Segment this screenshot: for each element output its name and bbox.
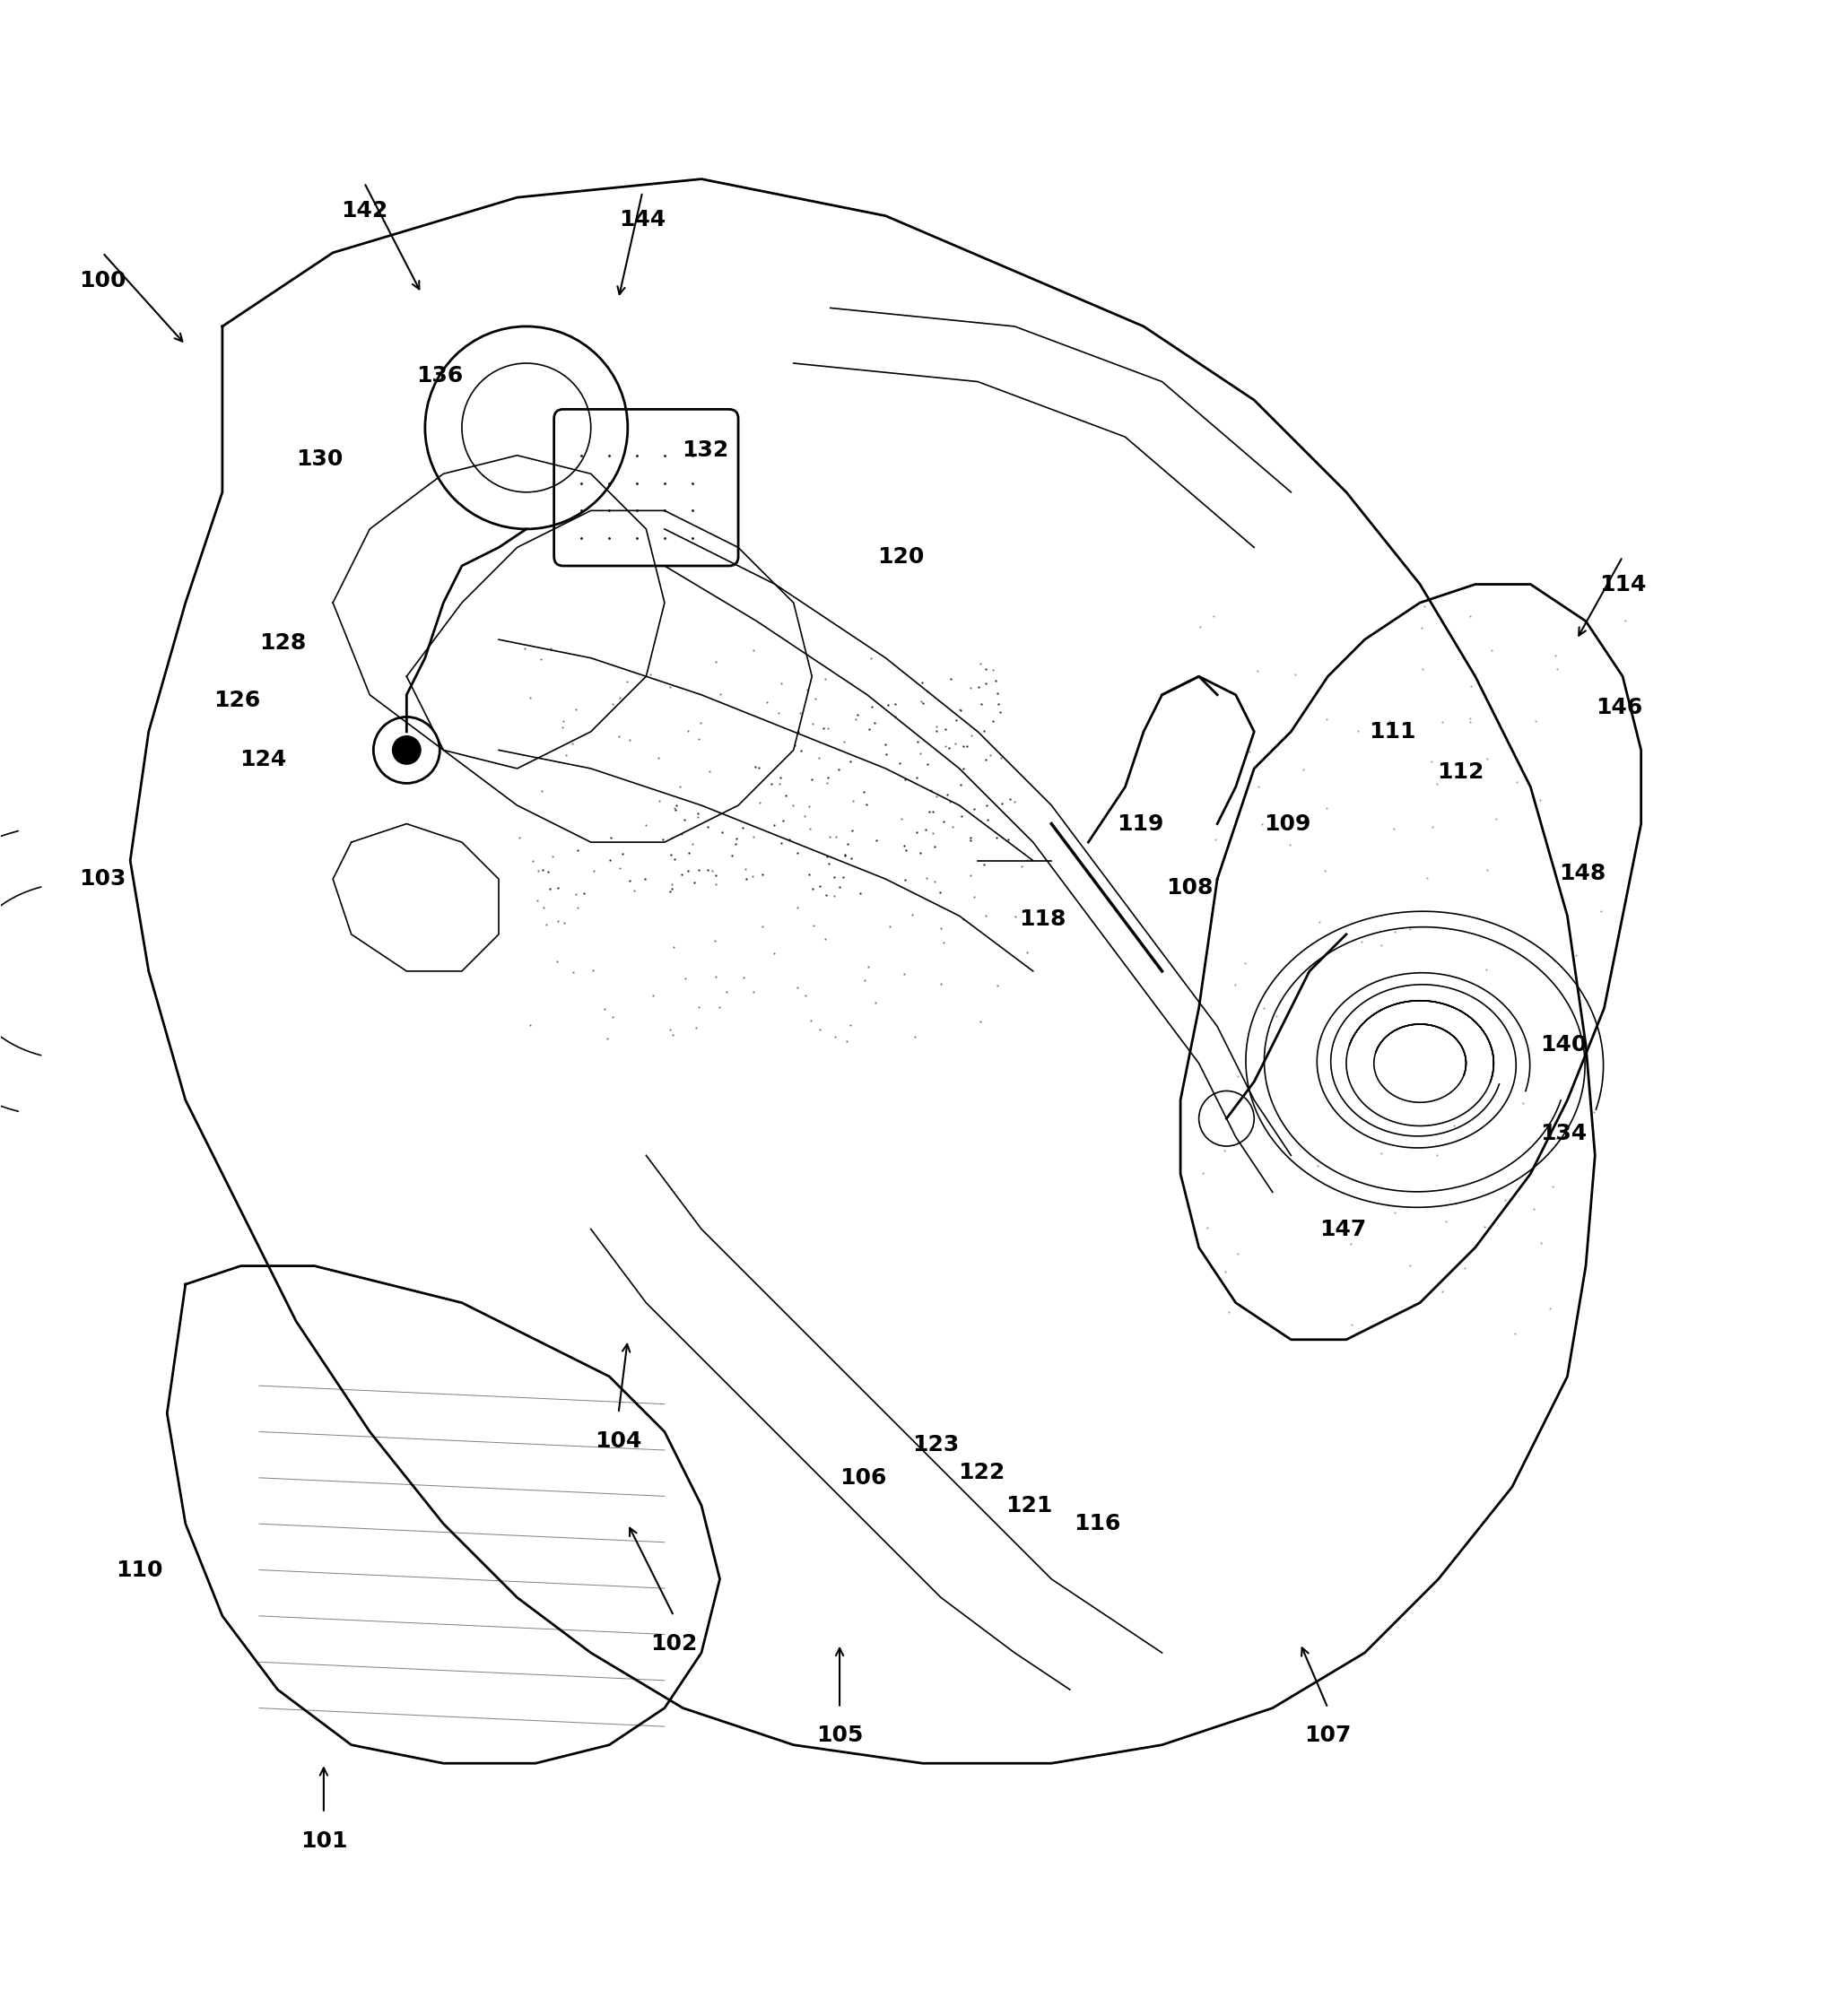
Text: 121: 121 (1006, 1494, 1053, 1516)
Circle shape (391, 736, 421, 764)
Text: 104: 104 (594, 1429, 642, 1452)
Text: 119: 119 (1116, 812, 1164, 835)
Text: 126: 126 (214, 689, 260, 712)
Circle shape (1199, 1091, 1255, 1147)
Text: 147: 147 (1319, 1218, 1365, 1240)
Text: 106: 106 (839, 1468, 887, 1488)
Text: 142: 142 (341, 200, 387, 222)
Text: 116: 116 (1074, 1514, 1122, 1534)
Text: 148: 148 (1559, 863, 1605, 885)
Text: 140: 140 (1541, 1034, 1587, 1056)
Text: 134: 134 (1541, 1123, 1587, 1143)
Text: 101: 101 (301, 1831, 347, 1851)
Text: 103: 103 (79, 869, 125, 889)
Text: 144: 144 (620, 210, 666, 230)
Text: 128: 128 (260, 633, 306, 653)
Text: 105: 105 (815, 1726, 863, 1746)
Text: 136: 136 (417, 365, 463, 387)
Text: 146: 146 (1596, 698, 1642, 718)
Text: 122: 122 (958, 1462, 1006, 1484)
Text: 100: 100 (79, 270, 125, 290)
Text: 109: 109 (1264, 812, 1310, 835)
Text: 110: 110 (116, 1558, 162, 1581)
Text: 107: 107 (1304, 1726, 1351, 1746)
Text: 114: 114 (1600, 573, 1646, 595)
Text: 120: 120 (876, 546, 924, 566)
Text: 124: 124 (240, 748, 286, 770)
Text: 123: 123 (911, 1433, 959, 1456)
Text: 102: 102 (649, 1633, 697, 1655)
Text: 132: 132 (681, 439, 729, 460)
Text: 118: 118 (1018, 909, 1066, 929)
Text: 112: 112 (1437, 762, 1483, 782)
Text: 108: 108 (1166, 877, 1214, 899)
Text: 111: 111 (1369, 722, 1415, 742)
Text: 130: 130 (297, 448, 343, 470)
